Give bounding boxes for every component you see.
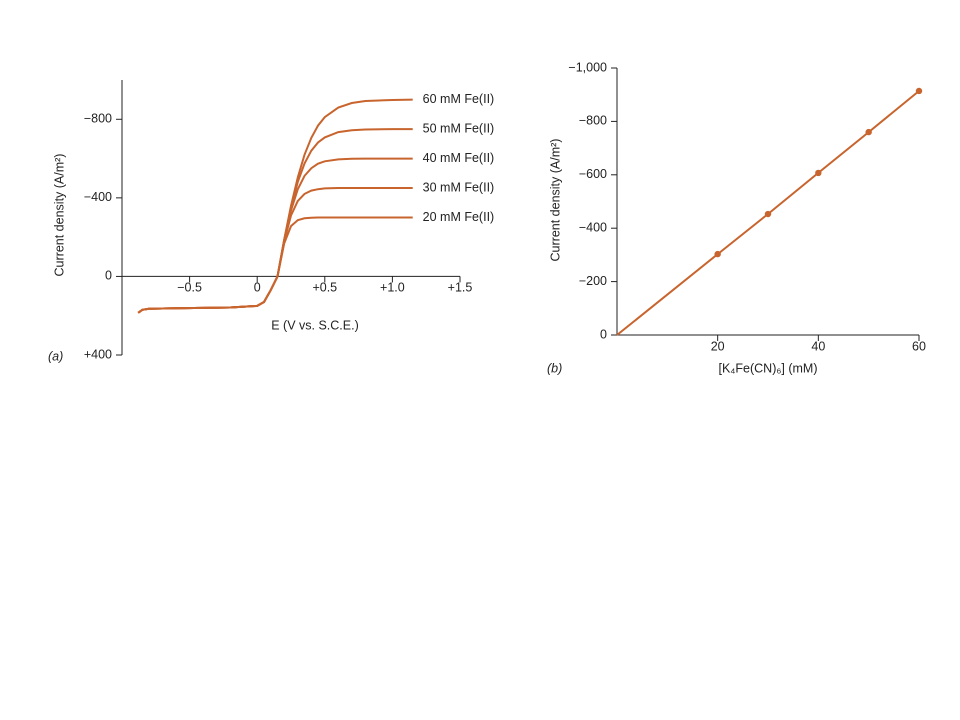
y-tick-label: 0 bbox=[105, 269, 112, 283]
x-axis-label: [K₄Fe(CN)₆] (mM) bbox=[718, 361, 817, 375]
series-label: 20 mM Fe(II) bbox=[423, 210, 495, 224]
data-point bbox=[915, 87, 923, 95]
y-tick-label: −800 bbox=[84, 112, 112, 126]
x-tick-label: +0.5 bbox=[312, 281, 337, 295]
y-axis-label: Current density (A/m²) bbox=[52, 154, 66, 277]
series-label: 50 mM Fe(II) bbox=[423, 121, 495, 135]
x-tick-label: 20 bbox=[711, 339, 725, 353]
y-axis-label: Current density (A/m²) bbox=[548, 139, 562, 262]
data-line bbox=[616, 90, 920, 336]
x-axis-label: E (V vs. S.C.E.) bbox=[271, 318, 359, 332]
y-tick-label: −600 bbox=[579, 167, 607, 181]
y-tick-label: −200 bbox=[579, 274, 607, 288]
y-tick-label: +400 bbox=[84, 347, 112, 361]
panel-label: (a) bbox=[48, 349, 63, 363]
y-tick-label: −400 bbox=[579, 220, 607, 234]
data-line bbox=[137, 216, 413, 314]
data-point bbox=[714, 250, 721, 258]
x-tick-label: 40 bbox=[811, 339, 825, 353]
data-point bbox=[865, 128, 872, 136]
y-tick-label: −800 bbox=[579, 114, 607, 128]
x-tick-label: 60 bbox=[912, 339, 926, 353]
series-label: 40 mM Fe(II) bbox=[423, 151, 495, 165]
series-label: 60 mM Fe(II) bbox=[423, 92, 495, 106]
y-tick-label: 0 bbox=[600, 327, 607, 341]
y-tick-label: −400 bbox=[84, 190, 112, 204]
data-point bbox=[815, 169, 822, 177]
series-label: 30 mM Fe(II) bbox=[423, 180, 495, 194]
x-tick-label: 0 bbox=[254, 281, 261, 295]
x-tick-label: +1.5 bbox=[448, 281, 473, 295]
y-tick-label: −1,000 bbox=[568, 60, 607, 74]
data-point bbox=[764, 210, 772, 218]
x-tick-label: −0.5 bbox=[177, 281, 202, 295]
x-tick-label: +1.0 bbox=[380, 281, 405, 295]
panel-label: (b) bbox=[547, 361, 562, 375]
